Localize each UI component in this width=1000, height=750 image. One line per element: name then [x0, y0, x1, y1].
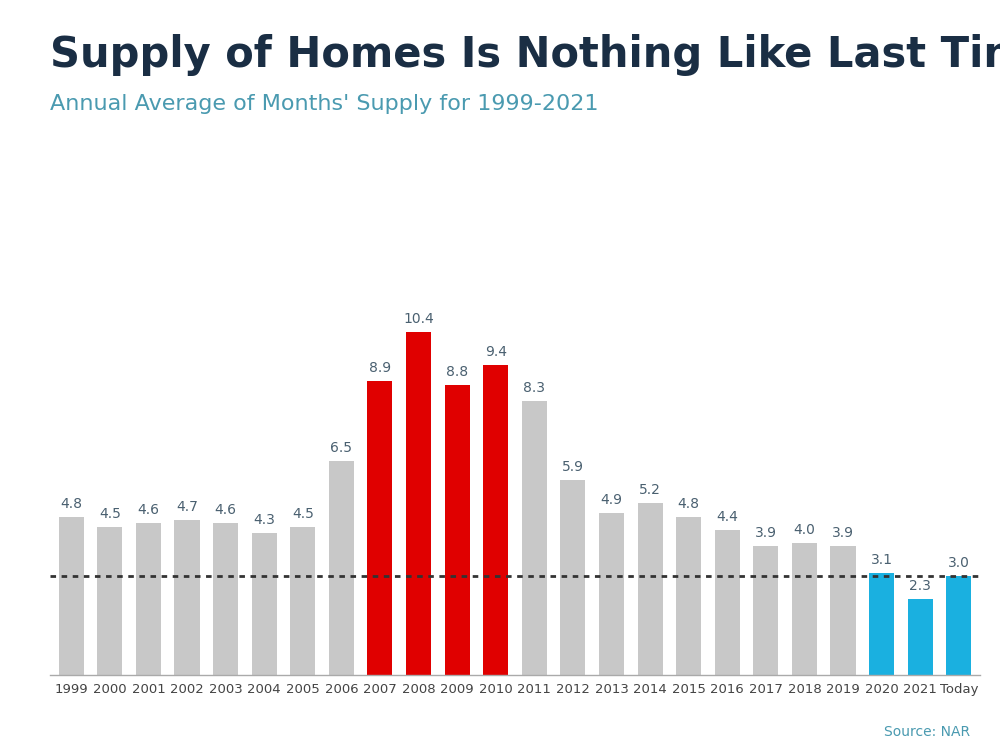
Text: 4.3: 4.3 [253, 513, 275, 527]
Text: 10.4: 10.4 [403, 312, 434, 326]
Text: 5.2: 5.2 [639, 484, 661, 497]
Text: 3.1: 3.1 [871, 553, 893, 567]
Bar [329, 460, 354, 675]
Bar [174, 520, 200, 675]
Text: Source: NAR: Source: NAR [884, 724, 970, 739]
Text: Annual Average of Months' Supply for 1999-2021: Annual Average of Months' Supply for 199… [50, 94, 598, 114]
Bar [599, 513, 624, 675]
Bar [59, 517, 84, 675]
Text: 8.3: 8.3 [523, 381, 545, 395]
Text: 3.9: 3.9 [755, 526, 777, 540]
Text: 3.0: 3.0 [948, 556, 970, 570]
Bar [483, 364, 508, 675]
Text: 6.5: 6.5 [330, 440, 352, 454]
Bar [367, 381, 392, 675]
Bar [560, 480, 585, 675]
Text: 4.9: 4.9 [600, 494, 622, 507]
Text: 4.4: 4.4 [716, 510, 738, 524]
Bar [753, 546, 778, 675]
Bar [946, 576, 971, 675]
Text: 4.5: 4.5 [292, 506, 314, 520]
Bar [213, 524, 238, 675]
Bar [97, 526, 122, 675]
Text: 9.4: 9.4 [485, 345, 507, 358]
Text: 4.7: 4.7 [176, 500, 198, 514]
Text: 4.8: 4.8 [678, 496, 700, 511]
Bar [830, 546, 856, 675]
Text: 8.9: 8.9 [369, 362, 391, 375]
Text: 4.6: 4.6 [137, 503, 159, 518]
Text: 4.0: 4.0 [793, 523, 815, 537]
Bar [445, 385, 470, 675]
Text: Supply of Homes Is Nothing Like Last Time: Supply of Homes Is Nothing Like Last Tim… [50, 34, 1000, 76]
Bar [715, 530, 740, 675]
Bar [406, 332, 431, 675]
Bar [638, 503, 663, 675]
Bar [290, 526, 315, 675]
Text: 4.5: 4.5 [99, 506, 121, 520]
Bar [908, 599, 933, 675]
Text: 4.6: 4.6 [215, 503, 237, 518]
Text: 5.9: 5.9 [562, 460, 584, 474]
Bar [252, 533, 277, 675]
Bar [522, 401, 547, 675]
Bar [869, 573, 894, 675]
Bar [136, 524, 161, 675]
Bar [792, 543, 817, 675]
Text: 8.8: 8.8 [446, 364, 468, 379]
Bar [676, 517, 701, 675]
Text: 2.3: 2.3 [909, 579, 931, 593]
Text: 3.9: 3.9 [832, 526, 854, 540]
Text: 4.8: 4.8 [60, 496, 82, 511]
